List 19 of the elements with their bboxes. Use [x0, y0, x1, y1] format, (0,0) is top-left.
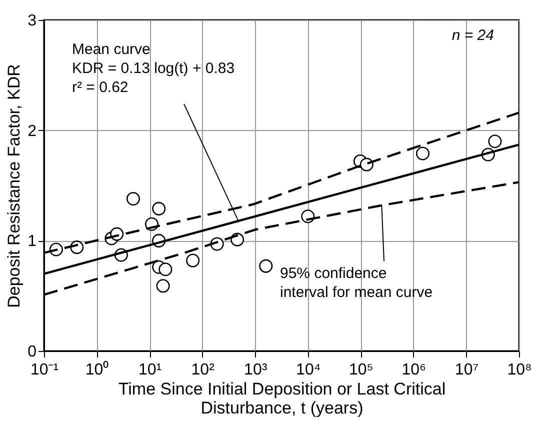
- x-tick-label: 10⁷: [454, 362, 479, 378]
- x-tick-label: 10¹: [138, 362, 162, 378]
- annotation: n = 24: [452, 27, 494, 44]
- y-axis-title: Deposit Resistance Factor, KDR: [4, 64, 24, 308]
- y-tick-label: 3: [28, 12, 37, 30]
- annotation: 95% confidence interval for mean curve: [280, 265, 433, 301]
- y-tick-label: 1: [28, 233, 37, 250]
- x-tick-label: 10³: [244, 362, 268, 378]
- x-tick-label: 10⁵: [348, 362, 374, 378]
- x-tick-label: 10⁻¹: [30, 362, 59, 378]
- y-tick-label: 2: [28, 122, 37, 140]
- x-tick-label: 10⁰: [85, 360, 110, 378]
- x-tick-label: 10⁶: [402, 362, 426, 378]
- y-tick-label: 0: [28, 344, 37, 360]
- x-tick-label: 10²: [191, 362, 216, 378]
- x-tick-label: 10⁴: [296, 362, 321, 378]
- x-axis-title: Time Since Initial Deposition or Last Critical Disturbance, t (years): [118, 380, 446, 418]
- annotation: Mean curve KDR = 0.13 log(t) + 0.83 r² = 0.62: [72, 41, 235, 96]
- x-tick-label: 10⁸: [507, 362, 532, 378]
